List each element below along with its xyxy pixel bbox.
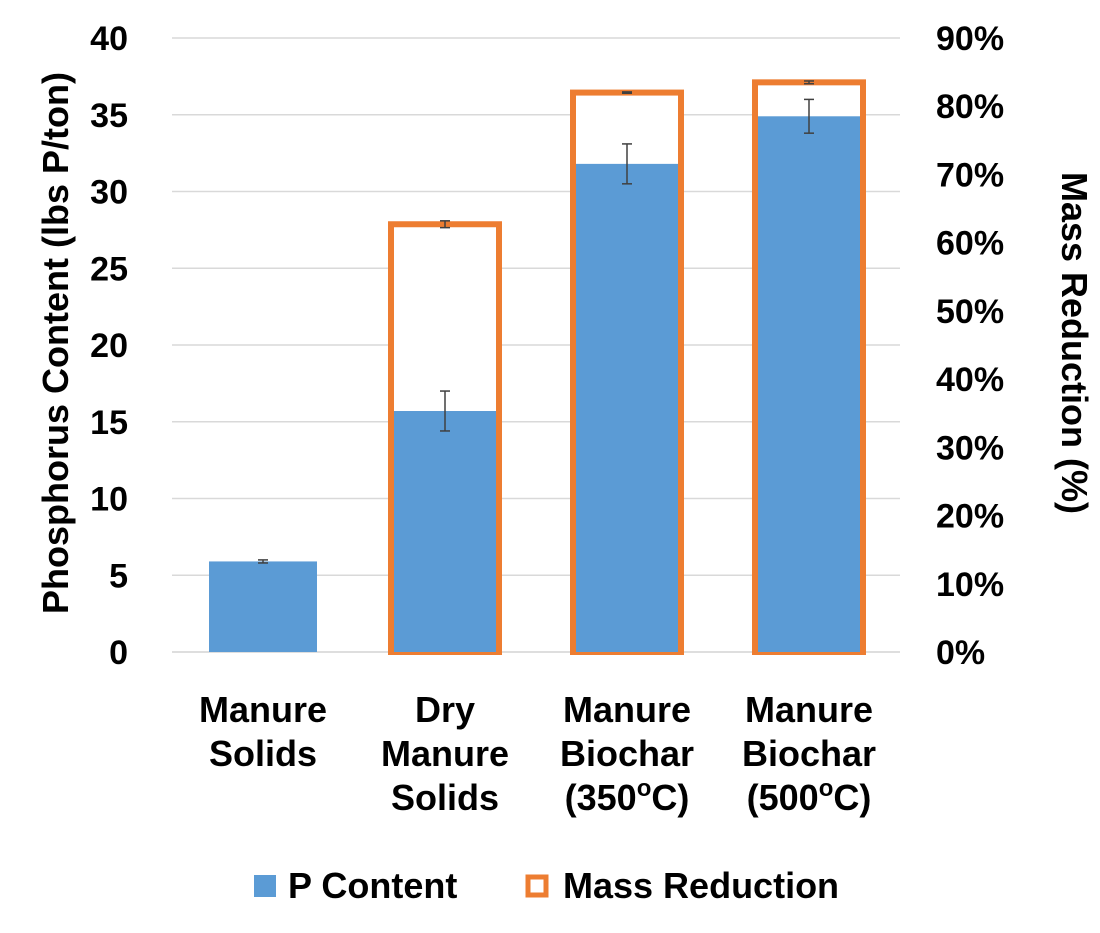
y-tick-left: 0: [109, 634, 128, 672]
category-label: Manure: [199, 689, 327, 730]
bar-p-content: [758, 116, 860, 652]
degree-superscript: o: [819, 775, 834, 802]
y-axis-right-title: Mass Reduction (%): [1054, 172, 1095, 514]
unit-suffix: C): [651, 777, 689, 818]
legend-swatch-mass-reduction: [525, 874, 549, 898]
y-tick-left: 25: [90, 250, 128, 288]
y-tick-left: 30: [90, 174, 128, 212]
legend: P Content Mass Reduction: [254, 865, 839, 906]
category-label: Solids: [391, 777, 499, 818]
y-axis-left-title: Phosphorus Content (lbs P/ton): [35, 72, 76, 614]
bar-p-content: [209, 561, 317, 652]
y-tick-right: 70%: [936, 156, 1004, 194]
y-tick-right: 80%: [936, 88, 1004, 126]
y-tick-right: 50%: [936, 293, 1004, 331]
y-tick-right: 30%: [936, 429, 1004, 467]
bar-p-content: [576, 163, 678, 652]
category-label: Solids: [209, 733, 317, 774]
y-tick-left: 5: [109, 557, 128, 595]
category-label: Biochar: [742, 733, 876, 774]
y-tick-left: 35: [90, 97, 128, 135]
category-label: Manure: [563, 689, 691, 730]
y-tick-right: 20%: [936, 498, 1004, 536]
legend-label-mass-reduction: Mass Reduction: [563, 865, 839, 906]
category-label: Dry: [415, 689, 475, 730]
legend-swatch-p-content: [254, 875, 276, 897]
bar-p-content: [394, 411, 496, 652]
y-tick-left: 15: [90, 404, 128, 442]
degree-superscript: o: [637, 775, 652, 802]
tick-labels: 0 5 10 15 20 25 30 35 40 0% 10% 20% 30% 40% 50% 60% 70% 8…: [90, 20, 1004, 672]
y-tick-right: 60%: [936, 225, 1004, 263]
y-tick-right: 0%: [936, 634, 985, 672]
category-labels: ManureSolidsDryManureSolidsManureBiochar…: [199, 689, 876, 818]
category-label: Biochar: [560, 733, 694, 774]
y-tick-left: 10: [90, 481, 128, 519]
y-tick-right: 40%: [936, 361, 1004, 399]
y-tick-left: 20: [90, 327, 128, 365]
y-tick-right: 10%: [936, 566, 1004, 604]
category-label: Manure: [381, 733, 509, 774]
legend-label-p-content: P Content: [288, 865, 457, 906]
y-tick-right: 90%: [936, 20, 1004, 58]
y-tick-left: 40: [90, 20, 128, 58]
unit-suffix: C): [833, 777, 871, 818]
category-label: (350oC): [565, 775, 690, 818]
category-label: (500oC): [747, 775, 872, 818]
bars: [209, 79, 866, 656]
category-label: Manure: [745, 689, 873, 730]
